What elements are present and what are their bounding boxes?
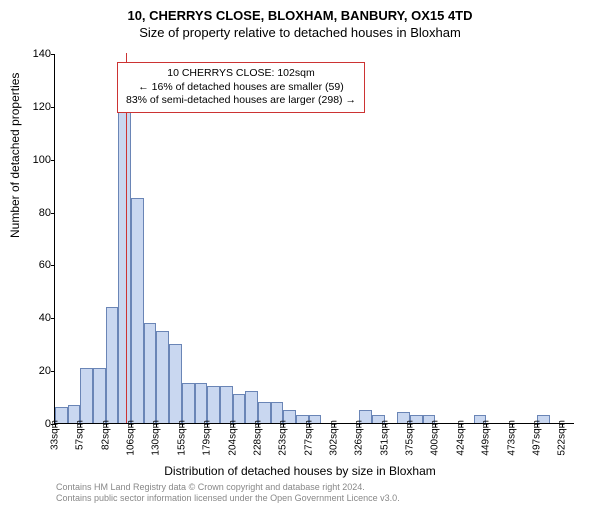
histogram-bar [80, 368, 93, 424]
y-tick-mark [51, 54, 55, 55]
y-tick-mark [51, 371, 55, 372]
y-tick-label: 100 [25, 154, 51, 166]
x-tick-label: 106sqm [126, 420, 137, 456]
y-tick-mark [51, 107, 55, 108]
x-tick-label: 375sqm [405, 420, 416, 456]
x-tick-label: 33sqm [50, 420, 61, 450]
histogram-bar [131, 198, 144, 423]
footer-line-1: Contains HM Land Registry data © Crown c… [56, 482, 400, 493]
plot-area: 02040608010012014033sqm57sqm82sqm106sqm1… [54, 54, 574, 424]
y-tick-label: 20 [25, 365, 51, 377]
histogram-bar [182, 383, 195, 423]
x-tick-label: 204sqm [227, 420, 238, 456]
y-tick-label: 40 [25, 312, 51, 324]
y-tick-label: 60 [25, 259, 51, 271]
histogram-bar [207, 386, 220, 423]
x-tick-label: 277sqm [303, 420, 314, 456]
histogram-bar [169, 344, 182, 423]
histogram-bar [220, 386, 233, 423]
annotation-line-3: 83% of semi-detached houses are larger (… [126, 94, 356, 108]
chart-sub-title: Size of property relative to detached ho… [0, 25, 600, 40]
histogram-bar [195, 383, 208, 423]
histogram-bar [106, 307, 119, 423]
x-tick-label: 326sqm [354, 420, 365, 456]
histogram-bar [118, 111, 131, 423]
x-tick-label: 82sqm [100, 420, 111, 450]
histogram-bar [233, 394, 246, 423]
x-tick-label: 228sqm [252, 420, 263, 456]
histogram-bar [245, 391, 258, 423]
x-tick-label: 400sqm [430, 420, 441, 456]
x-tick-label: 522sqm [557, 420, 568, 456]
x-tick-label: 179sqm [202, 420, 213, 456]
y-tick-mark [51, 160, 55, 161]
x-tick-label: 449sqm [481, 420, 492, 456]
footer-attribution: Contains HM Land Registry data © Crown c… [56, 482, 400, 505]
x-tick-label: 155sqm [176, 420, 187, 456]
x-tick-label: 351sqm [379, 420, 390, 456]
x-tick-label: 424sqm [455, 420, 466, 456]
annotation-box: 10 CHERRYS CLOSE: 102sqm← 16% of detache… [117, 62, 365, 113]
chart-main-title: 10, CHERRYS CLOSE, BLOXHAM, BANBURY, OX1… [0, 8, 600, 23]
y-tick-mark [51, 265, 55, 266]
histogram-bar [144, 323, 157, 423]
x-tick-label: 130sqm [151, 420, 162, 456]
y-tick-label: 140 [25, 48, 51, 60]
y-tick-label: 80 [25, 207, 51, 219]
y-tick-label: 120 [25, 101, 51, 113]
footer-line-2: Contains public sector information licen… [56, 493, 400, 504]
x-axis-label: Distribution of detached houses by size … [0, 464, 600, 478]
x-tick-label: 253sqm [278, 420, 289, 456]
annotation-line-2: ← 16% of detached houses are smaller (59… [126, 81, 356, 95]
y-tick-mark [51, 318, 55, 319]
y-axis-label: Number of detached properties [8, 73, 22, 238]
y-tick-label: 0 [25, 418, 51, 430]
x-tick-label: 497sqm [531, 420, 542, 456]
x-tick-label: 302sqm [329, 420, 340, 456]
annotation-line-1: 10 CHERRYS CLOSE: 102sqm [126, 67, 356, 81]
chart-area: 02040608010012014033sqm57sqm82sqm106sqm1… [54, 54, 574, 424]
histogram-bar [93, 368, 106, 424]
y-tick-mark [51, 213, 55, 214]
histogram-bar [156, 331, 169, 424]
x-tick-label: 473sqm [506, 420, 517, 456]
x-tick-label: 57sqm [75, 420, 86, 450]
